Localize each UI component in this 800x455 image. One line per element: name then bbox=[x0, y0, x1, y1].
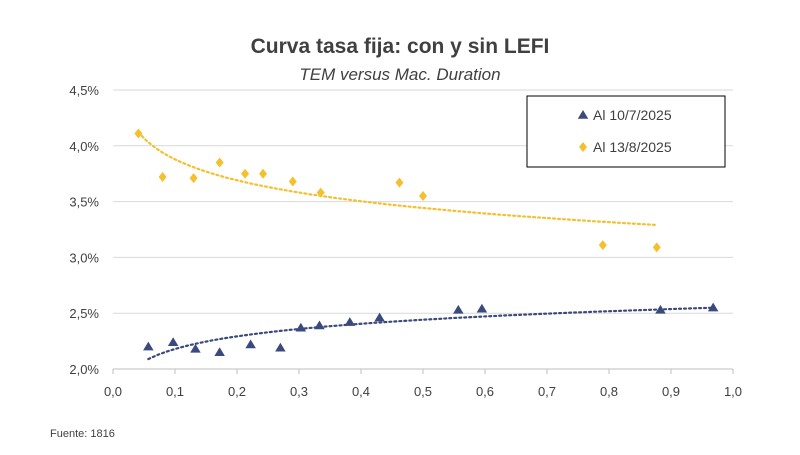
diamond-point bbox=[134, 128, 143, 139]
triangle-point bbox=[344, 317, 356, 326]
y-tick-label: 4,5% bbox=[69, 83, 99, 98]
diamond-point bbox=[215, 157, 224, 168]
diamond-point bbox=[189, 173, 198, 184]
triangle-point bbox=[295, 322, 307, 332]
triangle-point bbox=[214, 347, 225, 357]
x-tick-label: 0,9 bbox=[662, 384, 680, 399]
x-tick-label: 1,0 bbox=[724, 384, 742, 399]
y-tick-label: 3,0% bbox=[69, 250, 99, 265]
x-tick-label: 0,0 bbox=[104, 384, 122, 399]
triangle-point bbox=[275, 342, 286, 352]
legend: Al 10/7/2025 Al 13/8/2025 bbox=[526, 95, 726, 168]
diamond-point bbox=[259, 168, 268, 179]
legend-marker bbox=[577, 110, 589, 119]
diamond-point bbox=[652, 242, 661, 253]
x-tick-label: 0,7 bbox=[538, 384, 556, 399]
x-tick-label: 0,5 bbox=[414, 384, 432, 399]
triangle-point bbox=[453, 304, 464, 314]
legend-label: Al 13/8/2025 bbox=[593, 139, 672, 155]
chart-subtitle: TEM versus Mac. Duration bbox=[299, 65, 500, 84]
x-tick-label: 0,2 bbox=[228, 384, 246, 399]
triangle-point bbox=[476, 303, 488, 313]
triangle-point bbox=[167, 337, 179, 346]
y-tick-label: 4,0% bbox=[69, 139, 99, 154]
triangle-point bbox=[314, 320, 325, 330]
diamond-point bbox=[316, 187, 325, 198]
diamond-point bbox=[419, 191, 427, 202]
triangle-point bbox=[190, 343, 201, 353]
legend-label: Al 10/7/2025 bbox=[593, 107, 672, 123]
triangle-point bbox=[143, 341, 154, 351]
legend-box bbox=[526, 95, 726, 168]
diamond-point bbox=[241, 168, 250, 179]
x-tick-label: 0,4 bbox=[352, 384, 370, 399]
x-tick-label: 0,1 bbox=[166, 384, 184, 399]
source-note: Fuente: 1816 bbox=[50, 428, 115, 440]
x-tick-label: 0,8 bbox=[600, 384, 618, 399]
y-tick-label: 2,0% bbox=[69, 362, 99, 377]
trendline bbox=[147, 306, 715, 361]
diamond-point bbox=[598, 240, 607, 251]
triangle-point bbox=[707, 302, 719, 312]
y-tick-label: 2,5% bbox=[69, 306, 99, 321]
axes: 2,0% 2,5% 3,0% 3,5% 4,0% 4,5% 0,0 0,1 0,2 0,3 0,4 0… bbox=[69, 83, 742, 399]
x-tick-label: 0,6 bbox=[476, 384, 494, 399]
diamond-point bbox=[288, 176, 297, 187]
y-tick-label: 3,5% bbox=[69, 195, 99, 210]
trendline bbox=[137, 131, 658, 226]
data-points bbox=[134, 128, 719, 357]
x-tick-label: 0,3 bbox=[290, 384, 308, 399]
triangle-point bbox=[245, 339, 256, 349]
triangle-point bbox=[374, 312, 385, 322]
diamond-point bbox=[158, 172, 167, 183]
chart-title: Curva tasa fija: con y sin LEFI bbox=[251, 35, 550, 58]
trendlines bbox=[137, 131, 715, 361]
diamond-point bbox=[395, 177, 404, 188]
legend-marker bbox=[579, 142, 587, 152]
triangle-point bbox=[655, 304, 666, 314]
